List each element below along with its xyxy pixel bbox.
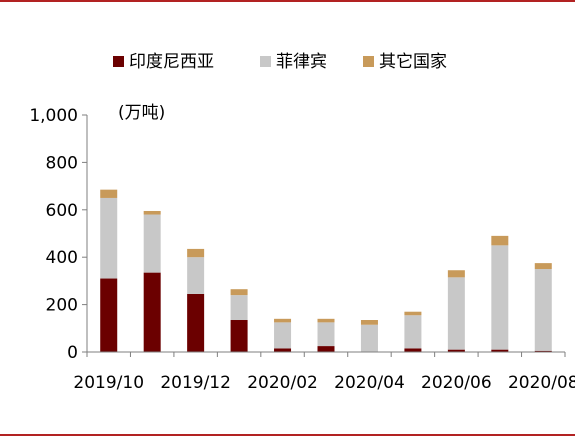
x-tick-label: 2020/08 bbox=[508, 373, 575, 393]
bar-segment-1-0 bbox=[100, 197, 118, 279]
x-tick-label: 2020/02 bbox=[247, 373, 318, 393]
legend-swatch-1 bbox=[260, 56, 271, 67]
x-axis: 2019/10 2019/12 2020/02 2020/04 2020/06 2020/… bbox=[73, 351, 575, 393]
bar-segment-2-5 bbox=[317, 318, 335, 323]
bar-segment-1-6 bbox=[360, 324, 378, 352]
bar-segment-0-4 bbox=[274, 348, 292, 352]
bar-segment-2-2 bbox=[187, 248, 205, 258]
legend-label-2: 其它国家 bbox=[379, 52, 447, 72]
bar-segment-1-10 bbox=[534, 269, 552, 351]
bar-segment-0-7 bbox=[404, 348, 422, 352]
bar-segment-0-2 bbox=[187, 293, 205, 352]
x-tick-label: 2019/12 bbox=[160, 373, 231, 393]
bar-segment-0-3 bbox=[230, 320, 248, 352]
legend-label-0: 印度尼西亚 bbox=[129, 52, 214, 72]
bar-segment-0-8 bbox=[447, 349, 465, 352]
bar-segment-2-3 bbox=[230, 289, 248, 296]
bar-segment-2-10 bbox=[534, 263, 552, 270]
bar-segment-2-1 bbox=[143, 210, 161, 215]
legend: 印度尼西亚 菲律宾 其它国家 bbox=[113, 52, 447, 72]
bar-segment-1-7 bbox=[404, 315, 422, 349]
bar-segment-0-10 bbox=[534, 350, 552, 352]
bar-segment-2-0 bbox=[100, 189, 118, 198]
y-axis: 0 200 400 600 800 1,000 bbox=[29, 106, 88, 363]
unit-label: (万吨) bbox=[118, 103, 165, 123]
bar-segment-0-5 bbox=[317, 346, 335, 352]
bar-segment-1-1 bbox=[143, 214, 161, 273]
bar-segment-1-2 bbox=[187, 257, 205, 294]
bar-segment-2-8 bbox=[447, 270, 465, 278]
y-tick-label: 1,000 bbox=[29, 106, 78, 126]
bar-segment-0-1 bbox=[143, 272, 161, 352]
bar-segment-2-6 bbox=[360, 320, 378, 325]
bar-segment-2-7 bbox=[404, 311, 422, 316]
bar-segment-0-9 bbox=[491, 349, 509, 352]
y-tick-label: 0 bbox=[67, 343, 78, 363]
bar-segment-1-3 bbox=[230, 295, 248, 321]
x-tick-label: 2020/04 bbox=[334, 373, 405, 393]
y-tick-label: 800 bbox=[46, 153, 78, 173]
bar-segment-1-4 bbox=[274, 322, 292, 349]
bar-segment-2-9 bbox=[491, 235, 509, 246]
y-tick-label: 600 bbox=[46, 201, 78, 221]
bar-segment-0-0 bbox=[100, 278, 118, 352]
x-tick-label: 2019/10 bbox=[73, 373, 144, 393]
bars bbox=[100, 189, 552, 352]
legend-swatch-2 bbox=[363, 56, 374, 67]
bar-segment-1-5 bbox=[317, 322, 335, 347]
x-tick-label: 2020/06 bbox=[421, 373, 492, 393]
bar-segment-1-9 bbox=[491, 245, 509, 350]
bar-segment-2-4 bbox=[274, 318, 292, 323]
legend-swatch-0 bbox=[113, 56, 124, 67]
legend-label-1: 菲律宾 bbox=[276, 52, 327, 72]
frame-bottom-border bbox=[0, 434, 575, 436]
bar-segment-1-8 bbox=[447, 277, 465, 350]
y-tick-label: 200 bbox=[46, 296, 78, 316]
y-tick-label: 400 bbox=[46, 248, 78, 268]
frame-top-border bbox=[0, 0, 575, 2]
